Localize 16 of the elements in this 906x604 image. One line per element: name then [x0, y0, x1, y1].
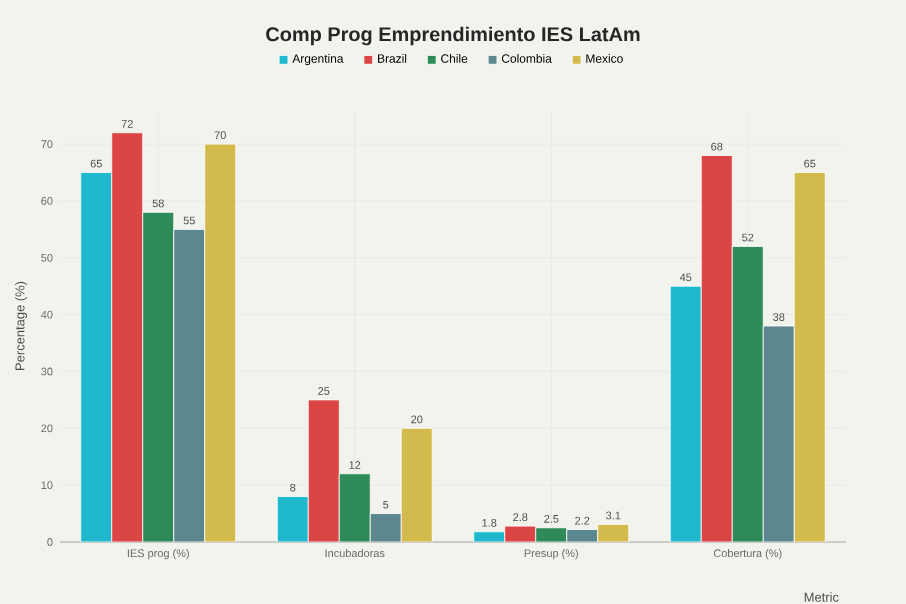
bar	[276, 496, 309, 542]
bar	[400, 427, 433, 542]
bar	[731, 246, 764, 542]
bar	[369, 513, 402, 542]
bar	[669, 285, 702, 542]
bar	[762, 325, 795, 542]
bar	[793, 172, 826, 542]
bar	[338, 473, 371, 542]
bar	[307, 399, 340, 542]
chart-title: Comp Prog Emprendimiento IES LatAm	[266, 26, 640, 46]
bar	[111, 132, 144, 542]
bar	[173, 228, 206, 542]
bar	[204, 143, 237, 542]
bar	[80, 172, 113, 542]
bar	[142, 211, 175, 542]
bar	[700, 155, 733, 542]
